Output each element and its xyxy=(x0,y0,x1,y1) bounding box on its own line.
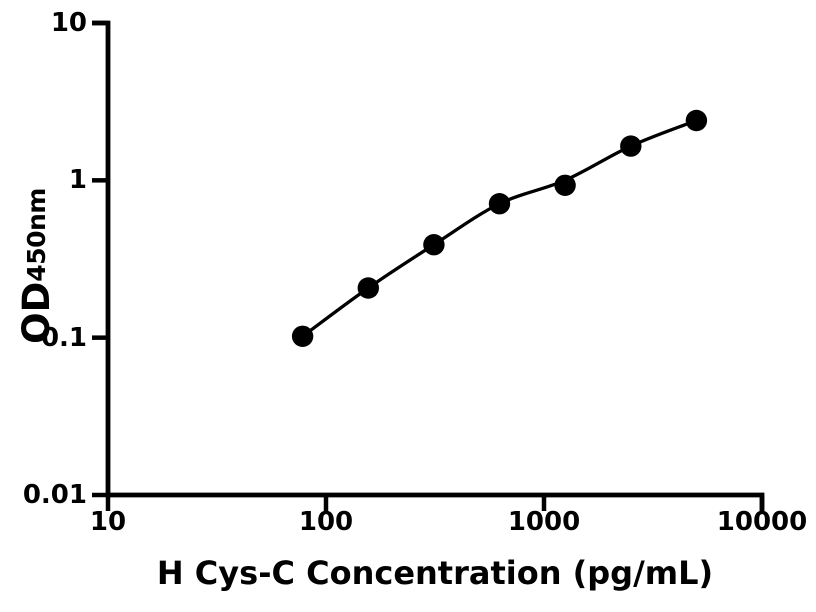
y-tick-label: 0.1 xyxy=(40,322,87,353)
y-tick-label: 1 xyxy=(68,165,87,196)
data-point-marker xyxy=(488,193,511,215)
y-tick-label: 0.01 xyxy=(22,480,87,510)
data-point-marker xyxy=(554,174,576,196)
data-point-marker xyxy=(291,325,314,347)
y-tick-label: 10 xyxy=(50,8,87,38)
x-tick-label: 10000 xyxy=(716,507,808,537)
data-point-marker xyxy=(685,109,708,132)
x-axis-title: H Cys-C Concentration (pg/mL) xyxy=(156,554,714,592)
y-axis-title-main: OD xyxy=(14,281,58,344)
data-point-marker xyxy=(357,277,379,299)
x-tick-label: 10 xyxy=(89,507,127,537)
x-tick-label: 100 xyxy=(298,507,354,537)
axis-spines xyxy=(92,20,765,511)
data-point-marker xyxy=(620,135,642,157)
y-axis-title-subscript: 450nm xyxy=(21,188,51,282)
x-tick-label: 1000 xyxy=(507,507,581,537)
y-axis-title-rotated: OD 450nm xyxy=(0,116,186,416)
data-point-marker xyxy=(423,234,445,256)
